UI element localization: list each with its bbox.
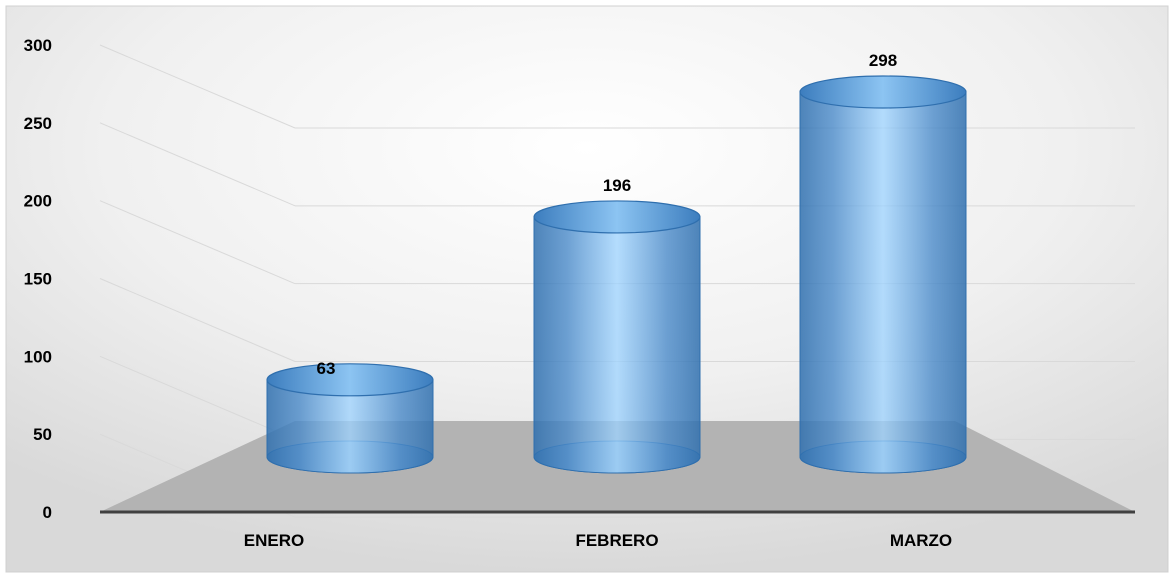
gridline-diagonal	[99, 122, 296, 207]
y-tick-label: 50	[33, 425, 52, 444]
y-tick-label: 300	[24, 36, 52, 55]
bar-body	[533, 216, 701, 474]
gridline-diagonal	[99, 278, 296, 362]
gridline-diagonal	[99, 44, 296, 129]
bar-body	[266, 379, 434, 474]
bar-enero	[266, 363, 434, 474]
y-tick-label: 0	[43, 503, 52, 522]
bar-top	[799, 75, 967, 109]
bar-febrero	[533, 200, 701, 474]
bar-top	[533, 200, 701, 234]
y-tick-label: 200	[24, 192, 52, 211]
x-tick-label: MARZO	[890, 531, 952, 550]
y-tick-label: 250	[24, 114, 52, 133]
x-tick-label: ENERO	[244, 531, 304, 550]
y-tick-label: 100	[24, 347, 52, 366]
bar-marzo	[799, 75, 967, 474]
data-label: 196	[603, 176, 631, 195]
bar-body	[799, 91, 967, 474]
data-label: 298	[869, 51, 897, 70]
bar-top	[266, 363, 434, 397]
bars: 63 196 298	[266, 51, 967, 474]
data-label: 63	[317, 359, 336, 378]
gridline-diagonal	[99, 355, 296, 440]
y-axis: 0 50 100 150 200 250 300	[24, 36, 52, 522]
x-axis: ENERO FEBRERO MARZO	[244, 531, 952, 550]
y-tick-label: 150	[24, 270, 52, 289]
x-tick-label: FEBRERO	[575, 531, 658, 550]
gridline-diagonal	[99, 200, 296, 285]
